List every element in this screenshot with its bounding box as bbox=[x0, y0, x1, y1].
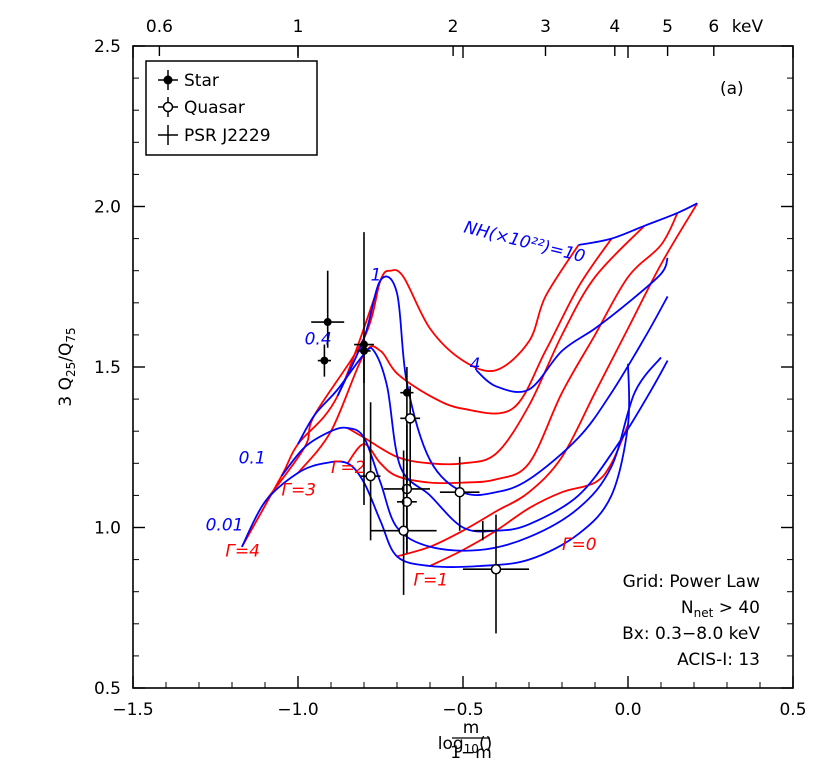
nh-label: 0.01 bbox=[206, 516, 244, 536]
top-tick-label: 6 bbox=[708, 17, 719, 37]
y-axis-title: 3 Q25/Q75 bbox=[56, 327, 78, 406]
marker bbox=[365, 470, 376, 482]
x-tick-label: −0.5 bbox=[442, 700, 483, 720]
y-tick-label: 1.0 bbox=[94, 519, 121, 539]
nh-label: 1 bbox=[371, 265, 382, 285]
legend-label-star: Star bbox=[184, 71, 219, 91]
legend-box bbox=[145, 60, 318, 156]
note-grid: Grid: Power Law bbox=[623, 572, 760, 592]
legend-marker-quasar bbox=[158, 97, 178, 117]
nh-label: 4 bbox=[470, 355, 481, 375]
data-point-quasar bbox=[370, 450, 437, 595]
data-point-star bbox=[317, 344, 331, 377]
marker bbox=[404, 413, 416, 424]
gamma-label: Γ=0 bbox=[562, 535, 597, 555]
nh-grid-lines bbox=[241, 202, 698, 568]
marker bbox=[360, 346, 368, 355]
marker bbox=[320, 356, 329, 365]
marker bbox=[401, 496, 413, 508]
y-axis: 0.5 1.0 1.5 2.0 2.5 bbox=[94, 37, 793, 699]
y-tick-label: 1.5 bbox=[94, 358, 121, 378]
nh-curve bbox=[280, 356, 662, 552]
data-point-psr-j2229 bbox=[472, 521, 493, 541]
data-point-quasar bbox=[439, 456, 480, 531]
note-nnet: Nnet > 40 bbox=[681, 598, 760, 620]
data-points bbox=[311, 232, 529, 634]
x-axis-title: log10() bbox=[438, 734, 492, 756]
marker bbox=[323, 318, 332, 327]
y-tick-label: 2.0 bbox=[94, 198, 121, 218]
svg-text:1−m: 1−m bbox=[450, 743, 492, 763]
legend: Star Quasar PSR J2229 bbox=[145, 60, 318, 156]
data-point-star bbox=[357, 334, 371, 384]
data-point-quasar bbox=[360, 402, 381, 541]
top-tick-label: 0.6 bbox=[146, 17, 173, 37]
note-acis: ACIS-I: 13 bbox=[677, 650, 760, 670]
legend-marker-star bbox=[158, 70, 178, 90]
nh-curve bbox=[241, 363, 631, 568]
gamma-label: Γ=1 bbox=[414, 570, 449, 590]
gamma-curve bbox=[297, 238, 613, 474]
data-point-quasar bbox=[400, 386, 421, 489]
x-axis: −1.5 −1.0 −0.5 0.0 0.5 bbox=[112, 46, 807, 720]
top-tick-label: 3 bbox=[540, 17, 551, 37]
y-tick-label: 0.5 bbox=[94, 679, 121, 699]
x-axis-fraction: m 1−m bbox=[450, 718, 492, 763]
nh-curve bbox=[578, 202, 698, 246]
legend-marker-psr bbox=[158, 125, 178, 145]
marker bbox=[402, 388, 411, 397]
top-axis-unit: keV bbox=[732, 17, 764, 37]
nh-curve bbox=[475, 257, 669, 393]
gamma-curve bbox=[396, 202, 699, 558]
y-tick-label: 2.5 bbox=[94, 37, 121, 57]
notes: Grid: Power Law Nnet > 40 Bx: 0.3−8.0 ke… bbox=[622, 572, 760, 670]
marker bbox=[454, 486, 465, 498]
data-point-quasar bbox=[463, 514, 529, 634]
note-bx: Bx: 0.3−8.0 keV bbox=[622, 624, 760, 644]
nh-label: 0.1 bbox=[239, 448, 266, 468]
gamma-label: Γ=2 bbox=[331, 458, 366, 478]
data-point-star bbox=[311, 270, 345, 348]
marker bbox=[398, 525, 409, 536]
panel-label: (a) bbox=[720, 79, 744, 99]
x-tick-label: −1.0 bbox=[277, 700, 318, 720]
data-point-quasar bbox=[397, 463, 417, 550]
top-tick-label: 5 bbox=[662, 17, 673, 37]
gamma-curve bbox=[429, 424, 629, 567]
gamma-curve bbox=[346, 212, 679, 485]
legend-label-quasar: Quasar bbox=[184, 98, 245, 118]
x-tick-label: 0.0 bbox=[614, 700, 641, 720]
x-tick-label: −1.5 bbox=[112, 700, 153, 720]
x-tick-label: 0.5 bbox=[779, 700, 806, 720]
gamma-label: Γ=4 bbox=[225, 541, 260, 561]
top-axis: 0.6 1 2 3 4 5 6 keV bbox=[146, 17, 764, 56]
top-tick-label: 2 bbox=[448, 17, 459, 37]
svg-text:m: m bbox=[463, 718, 480, 738]
top-tick-label: 4 bbox=[609, 17, 620, 37]
gamma-curve bbox=[241, 279, 382, 548]
legend-label-psr: PSR J2229 bbox=[184, 126, 271, 146]
nh-label: NH(×10²²)=10 bbox=[462, 218, 587, 267]
gamma-label: Γ=3 bbox=[282, 480, 317, 500]
top-tick-label: 1 bbox=[293, 17, 304, 37]
marker bbox=[490, 563, 502, 575]
gamma-curve bbox=[347, 225, 646, 466]
